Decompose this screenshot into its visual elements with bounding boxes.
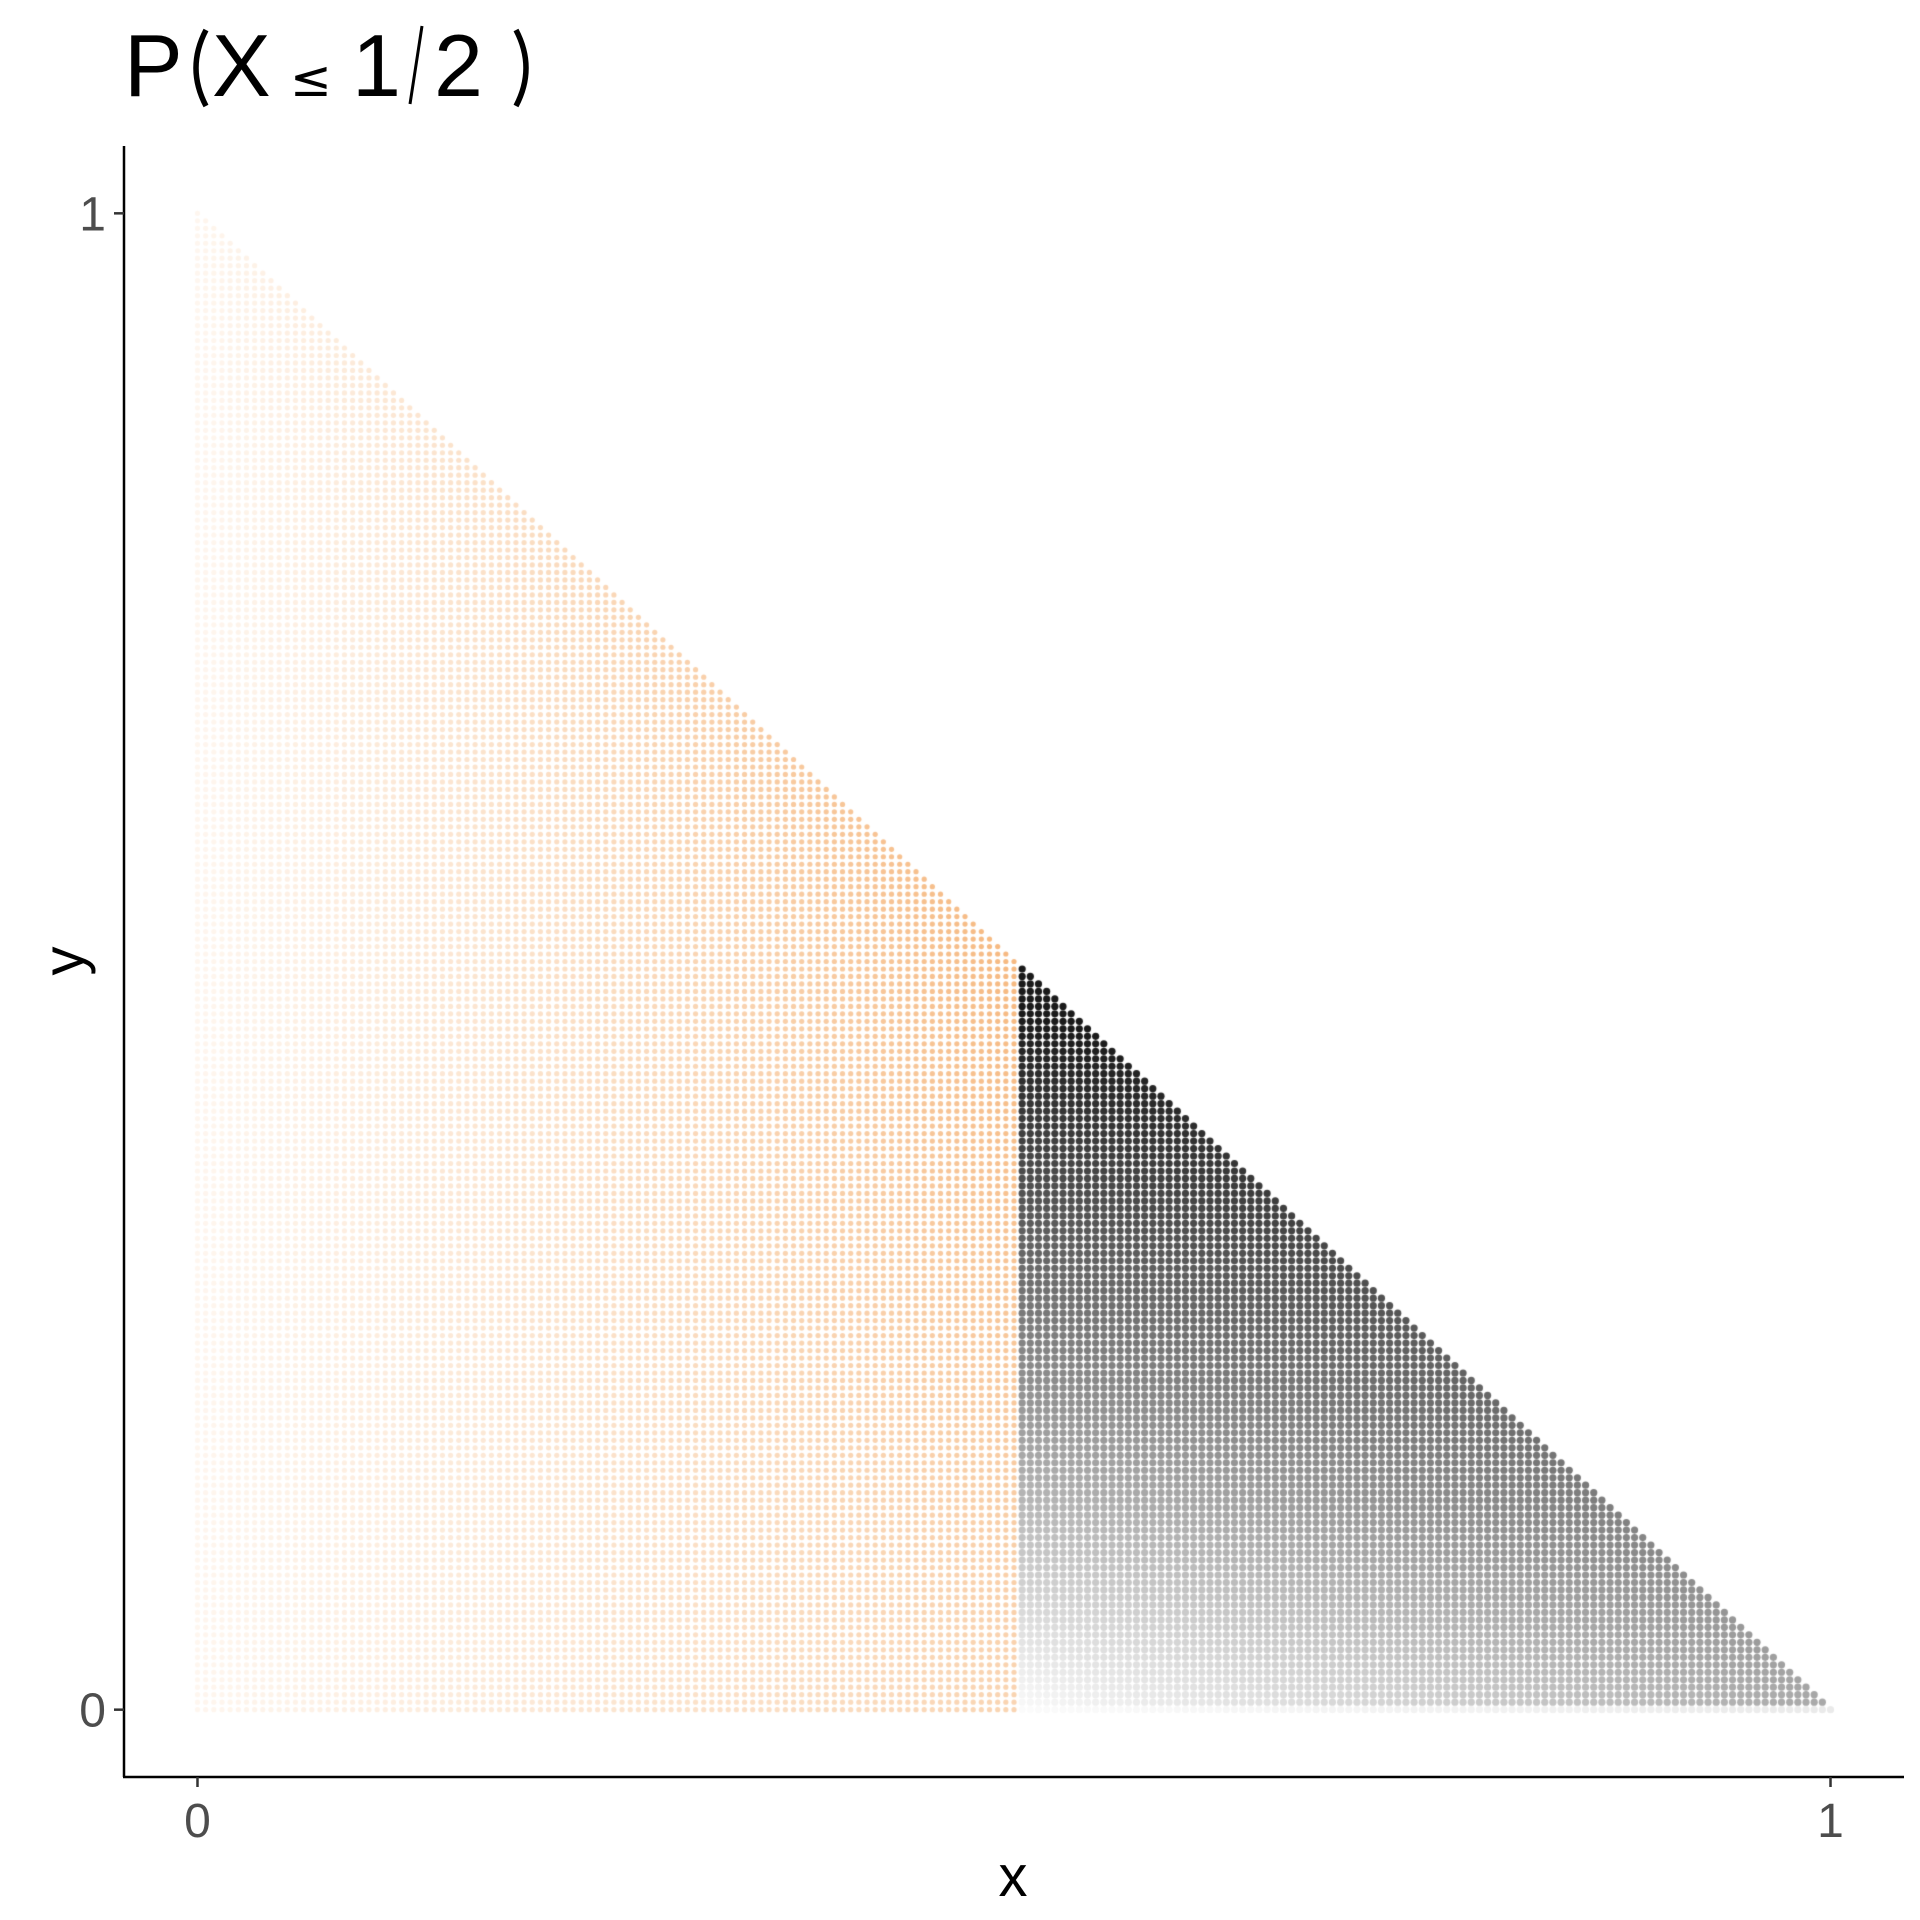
y-tick-label: 0 bbox=[79, 1685, 106, 1738]
axis-ticks: 0 1 0 1 bbox=[79, 188, 1844, 1848]
x-axis-title: x bbox=[999, 1844, 1028, 1909]
x-tick-label: 0 bbox=[184, 1795, 211, 1848]
x-tick-label: 1 bbox=[1817, 1795, 1844, 1848]
y-tick-label: 1 bbox=[79, 188, 106, 241]
y-axis-title: y bbox=[31, 947, 96, 976]
